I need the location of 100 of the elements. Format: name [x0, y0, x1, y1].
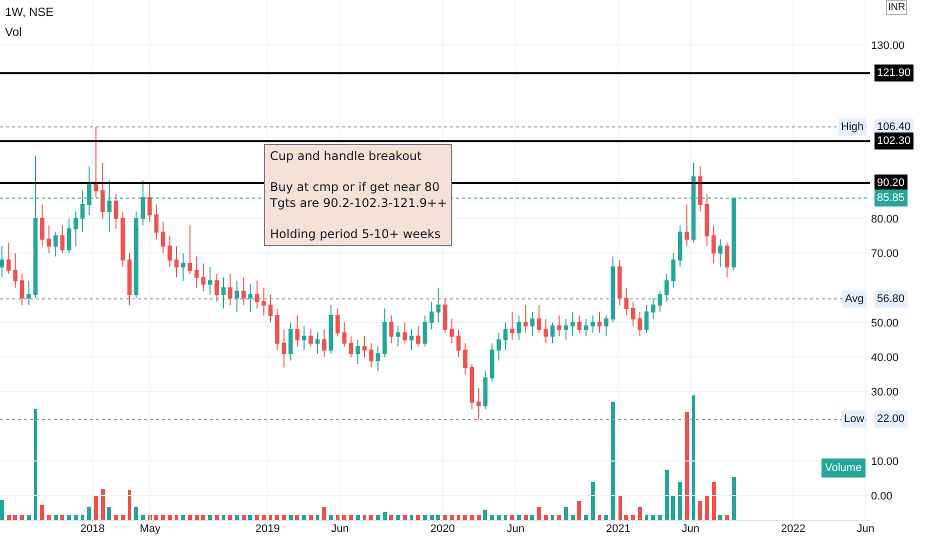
bar [477, 515, 481, 520]
candlestick [436, 287, 440, 323]
x-tick-label: 2018 [80, 523, 105, 535]
bar [289, 515, 293, 520]
bar [665, 470, 669, 520]
chart-title: 1W, NSE [5, 5, 54, 19]
bar [60, 515, 64, 520]
candlestick [6, 242, 11, 274]
candlestick [604, 314, 608, 337]
bar [557, 515, 561, 520]
bar [376, 515, 380, 520]
candlestick [194, 256, 199, 288]
bar [537, 507, 541, 520]
bar [336, 515, 340, 520]
y-tick-label: 40.00 [871, 352, 899, 364]
candlestick [490, 342, 494, 382]
candlestick [550, 322, 555, 344]
y-tick-label: 50.00 [871, 317, 899, 330]
bar [208, 515, 212, 520]
candlestick [228, 273, 232, 306]
candlestick [0, 246, 4, 278]
bar [598, 515, 601, 520]
bar [571, 515, 575, 520]
bar [712, 482, 716, 520]
bar [121, 515, 125, 520]
bar [692, 395, 695, 520]
candlestick [376, 346, 380, 372]
text: Vol [5, 25, 22, 39]
bar [624, 515, 628, 520]
candlestick [322, 328, 326, 358]
y-tick-label: 130.00 [871, 40, 905, 52]
candlestick [456, 328, 461, 358]
candlestick [268, 294, 273, 323]
bar [195, 515, 199, 520]
candlestick [181, 252, 186, 282]
bar [416, 515, 420, 520]
candlestick [74, 210, 78, 247]
bar [262, 515, 266, 520]
candlestick [712, 224, 716, 264]
candlestick [577, 314, 582, 334]
ref-line-label: 90.20 [877, 177, 905, 189]
candlestick [174, 246, 179, 278]
candlestick [590, 314, 595, 334]
bar [725, 515, 729, 520]
candlestick [154, 204, 158, 240]
candlestick [651, 298, 656, 320]
candlestick [658, 290, 662, 312]
bar [718, 515, 722, 520]
candlestick [442, 298, 448, 334]
candlestick [684, 204, 689, 247]
candlestick [147, 183, 152, 222]
bar [631, 515, 635, 520]
bar [383, 512, 387, 520]
bar [228, 515, 232, 520]
candlestick [66, 218, 72, 254]
candlestick [20, 273, 24, 306]
candlestick [409, 328, 414, 351]
candlestick [13, 252, 18, 288]
bar [369, 515, 373, 520]
candlestick [214, 273, 219, 302]
bar [342, 515, 346, 520]
ref-line-label: 85.85 [877, 192, 905, 204]
candlestick [450, 318, 454, 344]
bar [295, 515, 299, 520]
candlestick [248, 284, 252, 312]
ref-line-label: 102.30 [877, 135, 911, 147]
bar [54, 515, 58, 520]
bar [705, 495, 709, 520]
bar [457, 515, 460, 520]
candlestick [234, 280, 240, 312]
bar [215, 515, 219, 520]
bar [242, 515, 246, 520]
candlestick [288, 322, 293, 362]
bar [181, 515, 185, 520]
candlestick [704, 194, 710, 247]
candlestick [536, 304, 542, 334]
candlestick [516, 314, 522, 340]
bar [134, 507, 138, 520]
x-tick-label: 2021 [606, 523, 630, 535]
candlestick [348, 336, 354, 358]
bar [510, 515, 514, 520]
candlestick [94, 126, 98, 198]
candlestick [382, 308, 387, 358]
bar [611, 402, 615, 520]
bar [87, 507, 91, 520]
bar [322, 507, 326, 520]
candlestick [208, 266, 212, 296]
bar [678, 482, 682, 520]
candlestick [678, 224, 682, 268]
candlestick [275, 308, 280, 351]
annotation: High [841, 121, 864, 133]
bar [235, 515, 239, 520]
candlestick [342, 322, 346, 348]
candlestick [315, 332, 320, 354]
bar [282, 515, 286, 520]
bar [443, 515, 447, 520]
bar [638, 507, 642, 520]
bar [671, 495, 675, 520]
candlestick [114, 194, 118, 230]
bar [591, 482, 595, 520]
